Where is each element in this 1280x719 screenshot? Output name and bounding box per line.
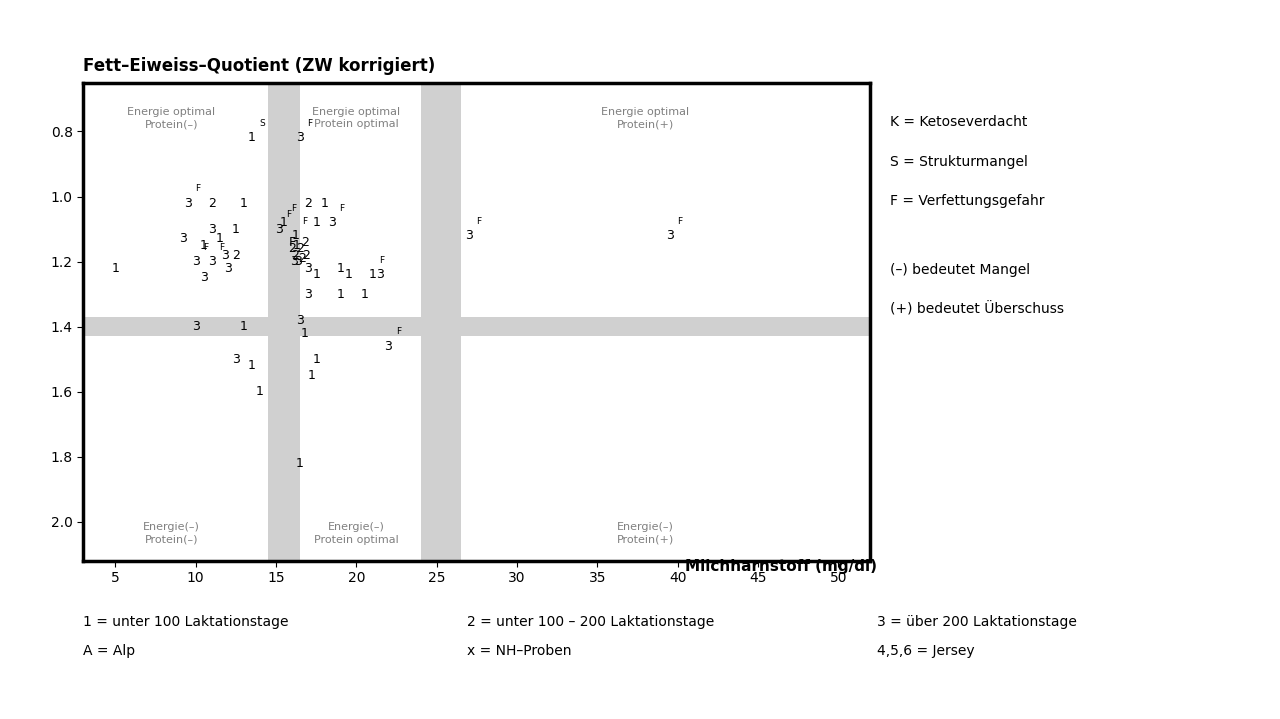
Text: (–) bedeutet Mangel: (–) bedeutet Mangel [890,262,1029,277]
Text: 1: 1 [312,268,320,281]
Text: 1: 1 [337,288,344,301]
Text: F: F [292,203,297,213]
Text: 3: 3 [305,288,312,301]
Text: 1: 1 [369,268,376,281]
Text: F = Verfettungsgefahr: F = Verfettungsgefahr [890,194,1044,209]
Text: F: F [288,236,296,249]
Text: F: F [380,256,385,265]
Bar [83,317,870,336]
Text: 1: 1 [292,229,300,242]
Text: F: F [195,184,200,193]
Text: 1: 1 [361,288,369,301]
Text: 2: 2 [288,242,296,255]
Text: 2: 2 [305,196,312,209]
Text: K = Ketoseverdacht: K = Ketoseverdacht [890,115,1027,129]
Text: Milchharnstoff (mg/dl): Milchharnstoff (mg/dl) [685,559,877,574]
Text: 3: 3 [294,255,302,268]
Text: F: F [204,243,209,252]
Text: 3: 3 [200,271,207,284]
Text: 3: 3 [376,268,384,281]
Text: 4,5,6 = Jersey: 4,5,6 = Jersey [877,644,974,657]
Text: 1: 1 [293,239,301,252]
Text: A = Alp: A = Alp [83,644,136,657]
Text: S: S [259,119,265,128]
Text: 3: 3 [184,196,192,209]
Text: (+) bedeutet Überschuss: (+) bedeutet Überschuss [890,302,1064,316]
Text: 3: 3 [192,320,200,333]
Text: Energie optimal
Protein(+): Energie optimal Protein(+) [602,107,690,129]
Text: F: F [396,327,401,336]
Text: Fett–Eiweiss–Quotient (ZW korrigiert): Fett–Eiweiss–Quotient (ZW korrigiert) [83,58,435,75]
Text: 1: 1 [296,457,305,470]
Text: 1: 1 [200,239,207,252]
Text: 1: 1 [216,232,224,245]
Text: 1: 1 [320,196,328,209]
Text: 3: 3 [384,339,393,352]
Text: 2: 2 [292,249,300,262]
Text: 3: 3 [296,313,305,326]
Text: 1: 1 [307,369,315,382]
Text: F: F [219,243,224,252]
Text: 2: 2 [232,249,239,262]
Text: 3: 3 [207,223,215,236]
Text: 3: 3 [296,132,305,145]
Text: 2: 2 [296,242,305,255]
Text: F: F [476,217,481,226]
Text: x = NH–Proben: x = NH–Proben [467,644,572,657]
Text: 3 = über 200 Laktationstage: 3 = über 200 Laktationstage [877,615,1076,628]
Bar [268,83,300,561]
Text: 1: 1 [344,268,352,281]
Text: 1 = unter 100 Laktationstage: 1 = unter 100 Laktationstage [83,615,289,628]
Text: 1: 1 [248,360,256,372]
Text: 1: 1 [337,262,344,275]
Text: 1: 1 [248,132,256,145]
Text: 2: 2 [301,236,308,249]
Text: 1: 1 [312,216,320,229]
Text: 1: 1 [256,385,264,398]
Text: Energie(–)
Protein(–): Energie(–) Protein(–) [143,522,200,544]
Text: 1: 1 [312,352,320,366]
Bar [421,83,461,561]
Text: 1: 1 [301,326,308,339]
Text: 3: 3 [224,262,232,275]
Text: Energie optimal
Protein optimal: Energie optimal Protein optimal [312,107,401,129]
Text: F: F [339,203,344,213]
Text: 3: 3 [328,216,337,229]
Text: 3: 3 [207,255,215,268]
Text: F: F [287,210,292,219]
Text: F: F [302,217,307,226]
Text: 3: 3 [192,255,200,268]
Text: Energie(–)
Protein optimal: Energie(–) Protein optimal [314,522,398,544]
Text: 3: 3 [465,229,472,242]
Text: 1: 1 [239,320,248,333]
Text: 1: 1 [232,223,239,236]
Text: 3: 3 [179,232,187,245]
Text: 2 = unter 100 – 200 Laktationstage: 2 = unter 100 – 200 Laktationstage [467,615,714,628]
Text: 1: 1 [111,262,119,275]
Text: F: F [677,217,682,226]
Text: 2: 2 [302,249,311,262]
Text: 3: 3 [220,249,229,262]
Text: 2: 2 [298,252,306,265]
Text: 1: 1 [239,196,248,209]
Text: 3: 3 [232,352,239,366]
Text: 2: 2 [207,196,215,209]
Text: 3: 3 [666,229,673,242]
Text: 1: 1 [280,216,288,229]
Text: 3: 3 [275,223,283,236]
Text: 3: 3 [305,262,312,275]
Text: F: F [307,119,312,128]
Text: 3: 3 [289,255,297,268]
Text: Energie(–)
Protein(+): Energie(–) Protein(+) [617,522,675,544]
Text: S = Strukturmangel: S = Strukturmangel [890,155,1028,169]
Text: Energie optimal
Protein(–): Energie optimal Protein(–) [128,107,215,129]
